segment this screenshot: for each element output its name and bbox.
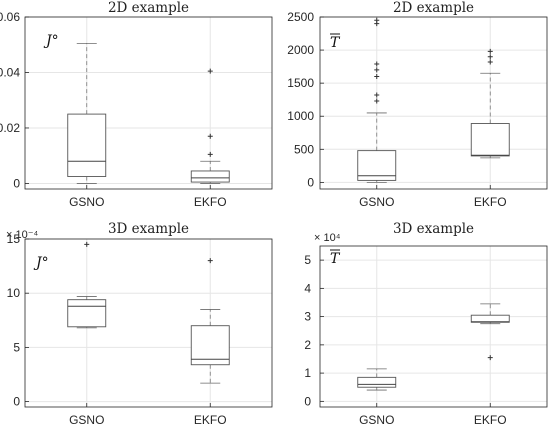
y-tick-label: 2000	[287, 43, 314, 57]
y-tick-label: 500	[294, 142, 314, 156]
x-tick-label: EKFO	[194, 413, 227, 427]
outlier-point	[207, 258, 213, 264]
outlier-point	[207, 133, 213, 139]
x-tick-label: EKFO	[194, 195, 227, 209]
y-tick-label: 15	[7, 232, 21, 246]
y-tick-label: 2500	[287, 10, 314, 24]
x-tick-label: GSNO	[69, 195, 104, 209]
chart-panel: 0 1 2 3 4 5 GSNO EKFO 3D example T × 10⁴	[304, 221, 548, 427]
y-tick-label: 5	[304, 253, 311, 267]
outlier-point	[374, 67, 380, 73]
outlier-point	[487, 48, 493, 54]
y-tick-label: 1000	[287, 109, 314, 123]
chart-title: 3D example	[108, 221, 189, 237]
iqr-box	[470, 314, 510, 323]
chart-panel: 0 500 1000 1500 2000 2500 GSNO EKFO 2D example T	[287, 0, 548, 209]
metric-annotation: T	[330, 251, 341, 267]
y-tick-label: 4	[304, 281, 311, 295]
outlier-point	[374, 61, 380, 67]
iqr-box	[357, 376, 397, 388]
box-ekfo	[470, 48, 510, 159]
axis-multiplier: × 10⁻⁴	[6, 229, 39, 241]
chart-title: 2D example	[108, 0, 189, 16]
metric-annotation: T	[330, 35, 341, 51]
x-tick-label: GSNO	[359, 413, 394, 427]
chart-panel: 0 0.02 0.04 0.06 GSNO EKFO 2D example J°	[0, 0, 273, 209]
iqr-box	[67, 113, 107, 177]
axes-frame	[24, 238, 273, 408]
y-tick-label: 0	[13, 176, 20, 190]
box-gsno	[357, 368, 397, 391]
outlier-point	[487, 59, 493, 65]
outlier-point	[487, 355, 493, 361]
axes-frame	[319, 245, 548, 408]
box-gsno	[67, 42, 107, 184]
chart-title: 2D example	[393, 0, 474, 16]
metric-annotation: J°	[33, 255, 49, 271]
axes-frame	[24, 16, 273, 190]
outlier-point	[207, 68, 213, 74]
iqr-box	[190, 170, 230, 183]
box-gsno	[357, 17, 397, 183]
y-tick-label: 2	[304, 338, 311, 352]
y-tick-label: 0.02	[0, 121, 20, 135]
outlier-point	[487, 54, 493, 60]
y-tick-label: 1500	[287, 76, 314, 90]
iqr-box	[190, 325, 230, 366]
outlier-point	[374, 74, 380, 80]
y-tick-label: 10	[7, 286, 21, 300]
outlier-point	[374, 98, 380, 104]
chart-panel: 0 5 10 15 GSNO EKFO 3D example J° × 10⁻⁴	[6, 221, 273, 427]
y-tick-label: 0	[307, 175, 314, 189]
y-tick-label: 3	[304, 310, 311, 324]
iqr-box	[470, 123, 510, 157]
box-ekfo	[190, 258, 230, 384]
iqr-box	[67, 299, 107, 328]
box-ekfo	[470, 303, 510, 361]
y-tick-label: 1	[304, 366, 311, 380]
outlier-point	[207, 151, 213, 157]
box-gsno	[67, 241, 107, 329]
x-tick-label: EKFO	[474, 413, 507, 427]
outlier-point	[374, 92, 380, 98]
x-tick-label: GSNO	[359, 195, 394, 209]
metric-annotation: J°	[43, 33, 59, 49]
axes-frame	[319, 16, 548, 190]
x-tick-label: EKFO	[474, 195, 507, 209]
outlier-point	[374, 17, 380, 23]
chart-title: 3D example	[393, 221, 474, 237]
y-tick-label: 0.04	[0, 65, 20, 79]
y-tick-label: 0	[13, 395, 20, 409]
outlier-point	[84, 241, 90, 247]
x-tick-label: GSNO	[69, 413, 104, 427]
axis-multiplier: × 10⁴	[314, 232, 341, 244]
box-ekfo	[190, 68, 230, 184]
y-tick-label: 0.06	[0, 10, 20, 24]
y-tick-label: 5	[13, 340, 20, 354]
y-tick-label: 0	[304, 394, 311, 408]
